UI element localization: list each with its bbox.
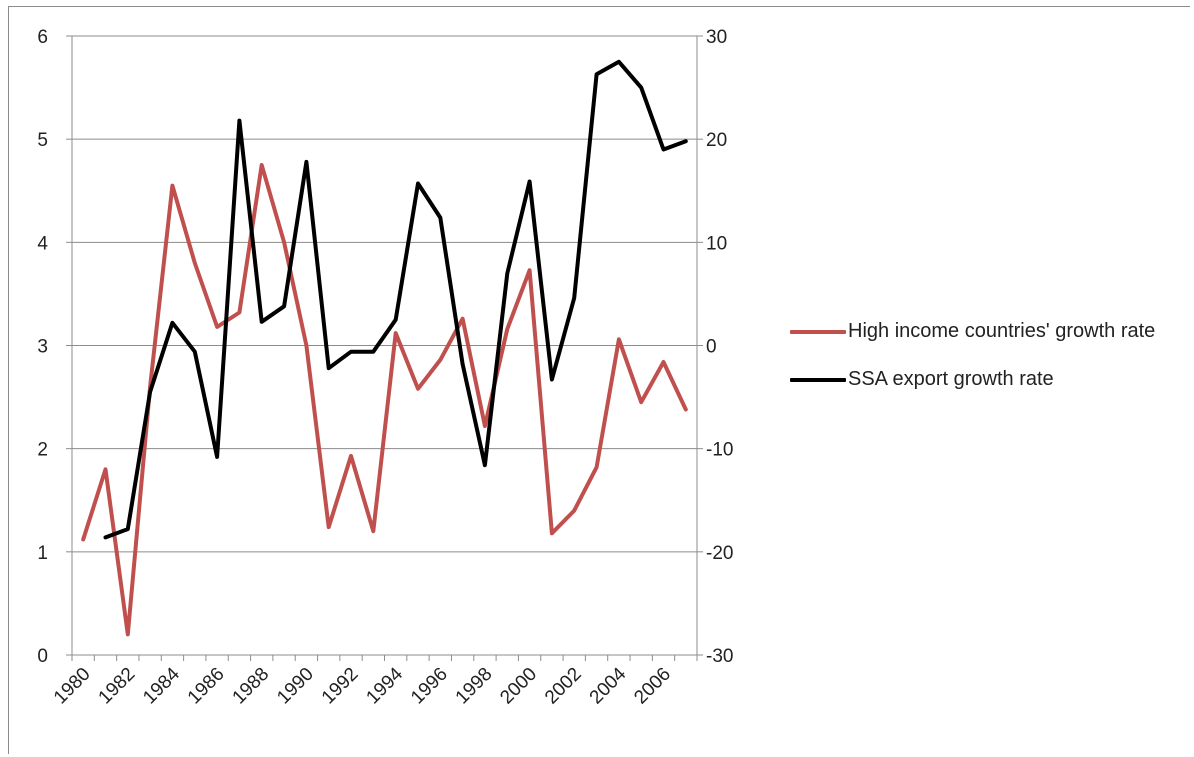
series-lines: [81, 59, 688, 637]
x-tick-label: 1994: [362, 663, 407, 708]
right-tick-label: -20: [706, 543, 733, 564]
x-tick-label: 2004: [586, 663, 631, 708]
x-tick-label: 2002: [541, 664, 586, 709]
series-1: [103, 59, 688, 540]
left-tick-label: 1: [37, 543, 48, 564]
x-tick-label: 1984: [139, 663, 184, 708]
left-tick-label: 5: [37, 130, 48, 151]
left-tick-label: 4: [37, 233, 48, 254]
x-tick-label: 1986: [184, 664, 229, 709]
x-tick-label: 1992: [318, 664, 363, 709]
gridlines: [72, 35, 697, 553]
left-tick-label: 3: [37, 337, 48, 358]
left-tick-label: 2: [37, 440, 48, 461]
legend-item-high-income: High income countries' growth rate: [790, 318, 1180, 344]
x-tick-label: 1988: [229, 664, 274, 709]
right-tick-label: 20: [706, 130, 727, 151]
x-tick-label: 2000: [496, 664, 541, 709]
right-tick-label: 0: [706, 337, 717, 358]
left-tick-label: 0: [37, 646, 48, 667]
x-tick-label: 1980: [50, 664, 95, 709]
right-tick-label: 30: [706, 27, 727, 48]
x-tick-label: 2006: [630, 664, 675, 709]
right-axis-ticks: -30 -20 -10 0 10 20 30: [697, 27, 733, 667]
left-axis-ticks: 0 1 2 3 4 5 6: [37, 27, 72, 667]
chart-frame: [8, 6, 1190, 754]
x-tick-label: 1982: [95, 664, 140, 709]
series-0: [81, 163, 688, 637]
legend-label-high-income: High income countries' growth rate: [848, 320, 1156, 342]
legend-swatch-high-income: [790, 330, 846, 334]
x-tick-label: 1996: [407, 664, 452, 709]
right-tick-label: -30: [706, 646, 733, 667]
right-tick-label: 10: [706, 233, 727, 254]
legend-swatch-ssa-export: [790, 378, 846, 382]
legend-label-ssa-export: SSA export growth rate: [848, 368, 1054, 390]
series-line: [81, 163, 688, 637]
x-axis-ticks: 1980 1982 1984 1986 1988 1990 1992 1994 1996 1998…: [50, 655, 698, 709]
legend-item-ssa-export: SSA export growth rate: [790, 366, 1180, 392]
right-tick-label: -10: [706, 440, 733, 461]
x-tick-label: 1990: [273, 664, 318, 709]
legend: High income countries' growth rate SSA e…: [790, 318, 1180, 392]
x-tick-label: 1998: [452, 664, 497, 709]
left-tick-label: 6: [37, 27, 48, 48]
